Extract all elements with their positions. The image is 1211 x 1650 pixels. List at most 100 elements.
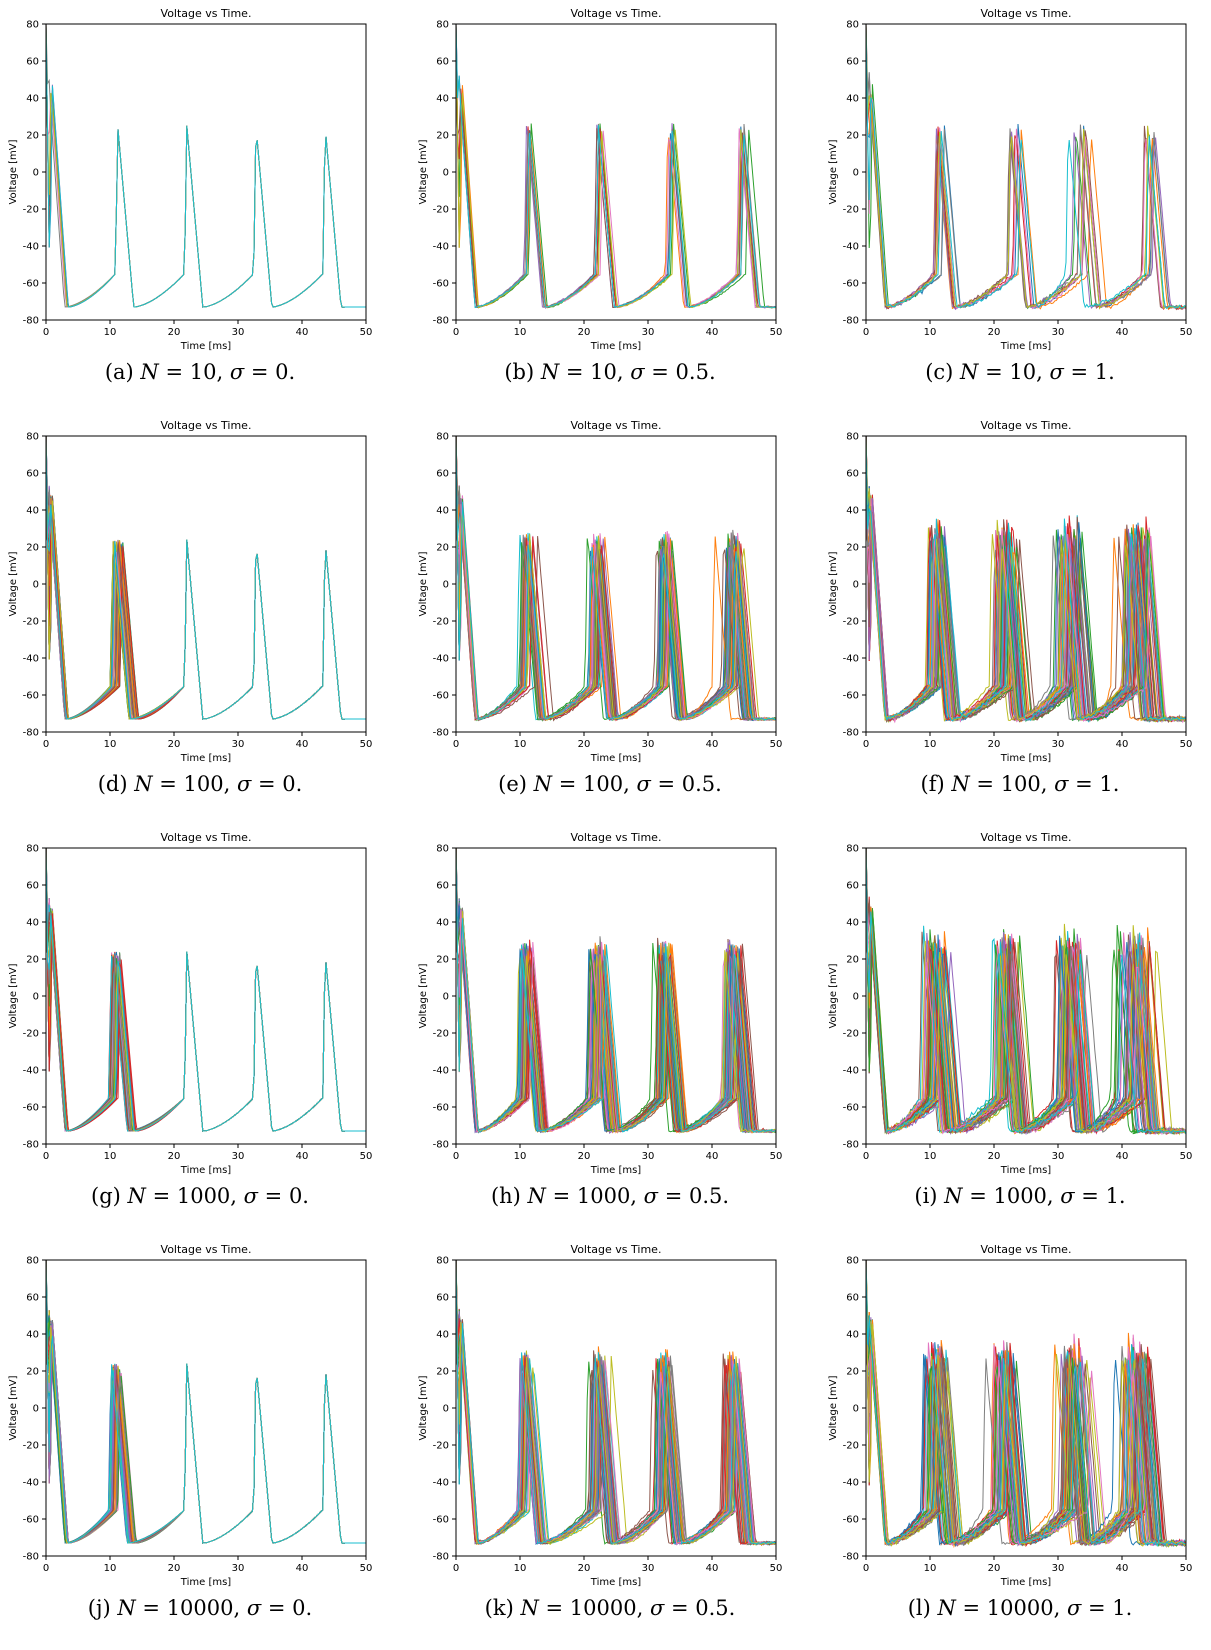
caption-sigma-symbol: σ	[229, 360, 245, 384]
caption-n-value: = 1000,	[962, 1184, 1061, 1208]
y-axis-label: Voltage [mV]	[8, 1375, 19, 1440]
y-tick-label: 60	[26, 1293, 39, 1304]
y-tick-label: 0	[853, 580, 859, 591]
y-tick-label: 80	[436, 432, 449, 443]
series-line	[456, 848, 776, 1133]
series-line	[46, 436, 366, 720]
y-tick-label: 80	[846, 844, 859, 855]
y-tick-label: 20	[846, 131, 859, 142]
caption-sigma-value: = 1.	[1081, 1596, 1133, 1620]
panel-h: Voltage vs Time. 0 10 20 30 40 50 -80 -60 -40 -20 0…	[410, 824, 810, 1224]
x-tick-label: 20	[988, 739, 1001, 750]
y-tick-label: 80	[846, 432, 859, 443]
y-axis-label: Voltage [mV]	[8, 139, 19, 204]
series-line	[46, 1260, 366, 1544]
y-axis-label: Voltage [mV]	[828, 551, 839, 616]
chart-title: Voltage vs Time.	[981, 831, 1072, 844]
caption-sigma-symbol: σ	[246, 1596, 262, 1620]
caption-label: (h)	[490, 1184, 528, 1208]
x-tick-label: 30	[1052, 1151, 1065, 1162]
series-line	[46, 1260, 366, 1544]
y-tick-label: -80	[23, 316, 39, 327]
series-line	[866, 848, 1186, 1135]
series-line	[46, 1260, 366, 1544]
caption-label: (j)	[87, 1596, 118, 1620]
caption-sigma-value: = 1.	[1074, 1184, 1126, 1208]
y-tick-label: -80	[843, 728, 859, 739]
x-tick-label: 30	[232, 1151, 245, 1162]
series-line	[456, 436, 776, 721]
caption-n-value: = 10000,	[135, 1596, 247, 1620]
series-line	[46, 436, 366, 720]
chart-title: Voltage vs Time.	[161, 7, 252, 20]
y-tick-label: -60	[433, 691, 449, 702]
y-tick-label: -60	[843, 691, 859, 702]
y-tick-label: 0	[853, 168, 859, 179]
y-tick-label: 80	[846, 1256, 859, 1267]
series-line	[46, 436, 366, 720]
series-line	[46, 848, 366, 1132]
series-line	[46, 1260, 366, 1544]
subfigure-caption: (i) N = 1000, σ = 1.	[820, 1184, 1211, 1208]
series-line	[46, 24, 366, 308]
x-axis-label: Time [ms]	[180, 1165, 232, 1176]
series-line	[46, 1260, 366, 1544]
y-tick-label: 60	[846, 1293, 859, 1304]
series-line	[46, 436, 366, 720]
series-line	[46, 436, 366, 720]
series-line	[46, 1260, 366, 1544]
x-tick-label: 20	[578, 327, 591, 338]
y-tick-label: 60	[846, 469, 859, 480]
x-tick-label: 50	[1180, 739, 1193, 750]
series-line	[46, 848, 366, 1132]
x-tick-label: 10	[514, 327, 527, 338]
series-line	[46, 436, 366, 720]
series-line	[46, 436, 366, 720]
x-tick-label: 10	[104, 1563, 117, 1574]
caption-n-value: = 10000,	[538, 1596, 650, 1620]
caption-sigma-value: = 1.	[1068, 772, 1120, 796]
caption-sigma-symbol: σ	[643, 1184, 659, 1208]
x-tick-label: 50	[360, 739, 373, 750]
x-tick-label: 10	[924, 739, 937, 750]
y-tick-label: -40	[843, 1066, 859, 1077]
series-line	[46, 848, 366, 1132]
caption-sigma-value: = 0.	[261, 1596, 313, 1620]
series-line	[866, 24, 1186, 310]
series-line	[456, 24, 776, 309]
series-line	[46, 436, 366, 720]
series-line	[46, 436, 366, 720]
x-tick-label: 20	[988, 327, 1001, 338]
series-line	[456, 24, 776, 309]
series-line	[46, 848, 366, 1132]
y-tick-label: 0	[443, 992, 449, 1003]
series-line	[46, 848, 366, 1132]
y-axis-label: Voltage [mV]	[828, 139, 839, 204]
chart-svg: Voltage vs Time. 0 10 20 30 40 50 -80 -60 -40 -20 0…	[8, 419, 373, 764]
series-line	[46, 1260, 366, 1544]
caption-n-value: = 1000,	[145, 1184, 244, 1208]
series-line	[46, 848, 366, 1132]
series-line	[46, 848, 366, 1132]
y-tick-label: -40	[843, 1478, 859, 1489]
series-line	[46, 436, 366, 720]
caption-label: (l)	[907, 1596, 938, 1620]
series-line	[46, 436, 366, 720]
series-line	[46, 848, 366, 1132]
x-tick-label: 50	[1180, 327, 1193, 338]
x-tick-label: 40	[1116, 739, 1129, 750]
y-tick-label: -80	[23, 1140, 39, 1151]
y-tick-label: -80	[843, 1140, 859, 1151]
series-line	[46, 1260, 366, 1544]
x-tick-label: 40	[1116, 1563, 1129, 1574]
subfigure-caption: (e) N = 100, σ = 0.5.	[410, 772, 810, 796]
chart-svg: Voltage vs Time. 0 10 20 30 40 50 -80 -60 -40 -20 0…	[828, 419, 1193, 764]
y-tick-label: 0	[853, 992, 859, 1003]
x-axis-label: Time [ms]	[590, 1165, 642, 1176]
series-line	[46, 436, 366, 720]
x-tick-label: 40	[296, 739, 309, 750]
series-line	[46, 1260, 366, 1544]
x-tick-label: 0	[453, 1151, 459, 1162]
series-line	[46, 848, 366, 1132]
panel-a: Voltage vs Time. 0 10 20 30 40 50 -80 -60 -40 -20 0…	[0, 0, 400, 400]
